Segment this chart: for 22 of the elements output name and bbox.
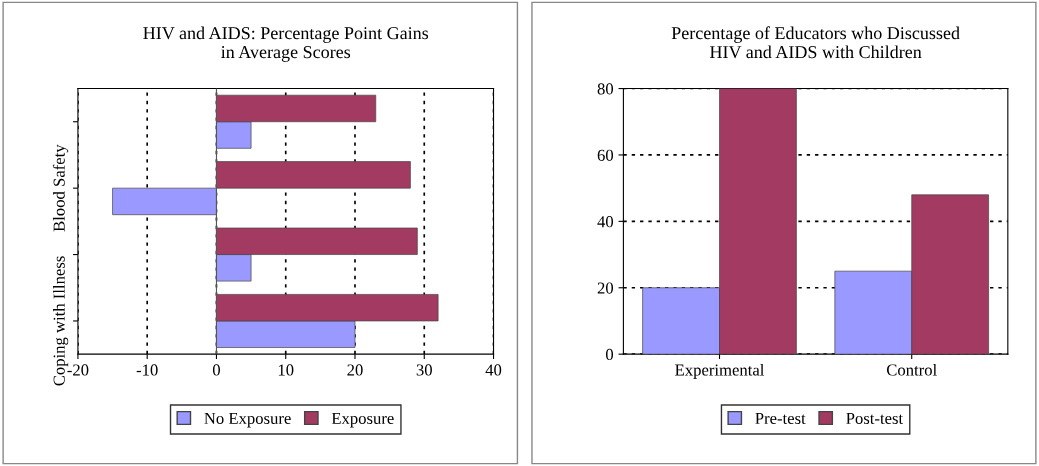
y-tick-label: Blood Safety (52, 144, 69, 232)
y-tick-label: 80 (597, 83, 614, 95)
chart-title: HIV and AIDS: Percentage Point Gains in Average Scores (143, 26, 429, 62)
x-tick-label: 0 (212, 364, 220, 376)
y-tick-label: 20 (597, 282, 614, 294)
chart-title: Percentage of Educators who Discussed HIV and AIDS with Children (671, 26, 960, 59)
x-tick-label: Control (886, 363, 937, 376)
x-tick-label: 20 (347, 364, 363, 376)
y-tick-label: 0 (605, 348, 614, 361)
x-tick-label: 10 (278, 364, 294, 376)
legend-label: Post-test (846, 412, 904, 424)
x-tick-label: Experimental (675, 363, 765, 379)
x-tick-label: 30 (416, 364, 432, 376)
y-tick-label: 40 (597, 216, 614, 228)
x-tick-label: 40 (485, 364, 502, 376)
y-tick-label: 60 (597, 149, 614, 161)
x-tick-label: -10 (136, 364, 158, 376)
x-tick-label: -20 (67, 364, 89, 376)
legend-label: No Exposure (204, 412, 291, 428)
legend-label: Exposure (331, 412, 394, 428)
legend-label: Pre-test (755, 412, 806, 424)
y-tick-label: Coping with Illness (53, 256, 69, 386)
